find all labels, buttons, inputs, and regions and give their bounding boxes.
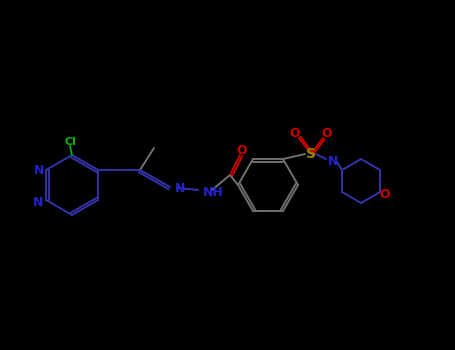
Text: N: N xyxy=(34,164,44,177)
Text: N: N xyxy=(328,154,338,168)
Text: Cl: Cl xyxy=(64,137,76,147)
Text: NH: NH xyxy=(203,186,224,198)
Text: S: S xyxy=(306,147,316,161)
Text: N: N xyxy=(33,196,43,209)
Text: N: N xyxy=(175,182,185,196)
Text: O: O xyxy=(380,188,390,201)
Text: O: O xyxy=(322,126,332,140)
Text: O: O xyxy=(290,126,300,140)
Text: O: O xyxy=(237,144,248,156)
